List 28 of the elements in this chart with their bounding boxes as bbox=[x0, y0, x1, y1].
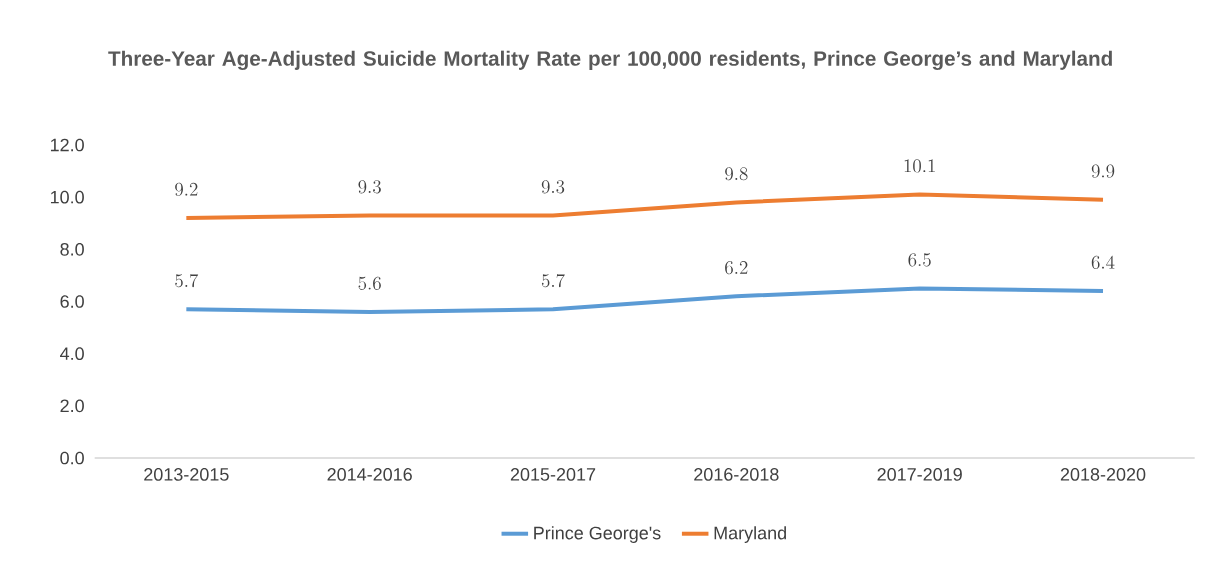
data-label: 5.7 bbox=[175, 273, 199, 288]
data-label: 10. 1 bbox=[904, 159, 935, 173]
y-tick-label: 10.0 bbox=[50, 190, 84, 204]
data-label: 6.5 bbox=[908, 253, 931, 267]
x-tick-label: 2015-2017 bbox=[510, 468, 596, 481]
data-label: 9.3 bbox=[541, 180, 565, 194]
chart-title: Three-Year Age-Adjusted Suicide Mortality Rate per 100,000 residents, Prince George’s and Maryland bbox=[108, 50, 1112, 70]
data-label: 9.3 bbox=[358, 180, 381, 194]
data-label: 6.4 bbox=[1091, 255, 1115, 270]
x-tick-label: 2013-2015 bbox=[144, 468, 229, 481]
y-tick-label: 8.0 bbox=[60, 242, 84, 256]
data-label: 5.7 bbox=[541, 273, 565, 288]
data-label: 6.2 bbox=[725, 261, 748, 275]
y-tick-label: 0.0 bbox=[60, 451, 84, 465]
y-tick-label: 2.0 bbox=[60, 399, 84, 413]
x-tick-label: 2017-2019 bbox=[877, 468, 962, 481]
data-label: 9.9 bbox=[1091, 164, 1115, 178]
x-tick-label: 2014-2016 bbox=[327, 468, 412, 481]
data-label: 9.8 bbox=[725, 167, 748, 181]
y-tick-label: 6.0 bbox=[60, 295, 84, 308]
x-tick-label: 2016-2018 bbox=[694, 468, 779, 481]
data-label: 9.2 bbox=[175, 182, 198, 196]
legend-label: Prince George's bbox=[534, 526, 661, 543]
x-tick-label: 2018-2020 bbox=[1060, 468, 1146, 481]
y-tick-label: 4.0 bbox=[60, 347, 84, 361]
data-label: 5.6 bbox=[358, 276, 381, 290]
y-tick-label: 12.0 bbox=[50, 138, 84, 152]
legend-label: Maryland bbox=[714, 526, 786, 543]
